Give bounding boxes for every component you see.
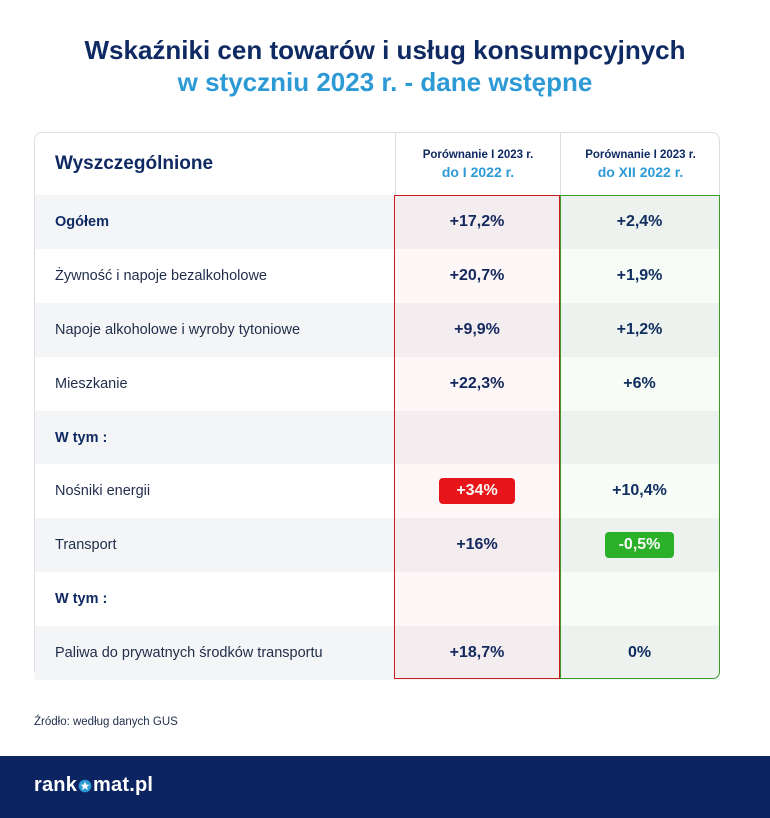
table-row: Ogółem +17,2% +2,4% [35,195,719,249]
inflation-table: Wyszczególnione Porównanie I 2023 r. do … [34,132,720,681]
header-yoy-line-1: Porównanie I 2023 r. [422,148,534,161]
table-row: Napoje alkoholowe i wyroby tytoniowe +9,… [35,302,719,357]
row-value-yoy: +18,7% [449,644,505,662]
table-header: Wyszczególnione Porównanie I 2023 r. do … [35,133,719,196]
table-body: Ogółem +17,2% +2,4% Żywność i napoje bez… [35,195,719,681]
row-label: Ogółem [55,213,109,230]
row-label: Nośniki energii [55,483,151,500]
row-label: W tym : [55,429,108,446]
row-label: Żywność i napoje bezalkoholowe [55,267,267,284]
row-value-mom: +10,4% [612,482,667,500]
table-row: Żywność i napoje bezalkoholowe +20,7% +1… [35,249,719,303]
table-row: Mieszkanie +22,3% +6% [35,357,719,411]
header-yoy-line-2: do I 2022 r. [441,163,515,180]
header-yoy: Porównanie I 2023 r. do I 2022 r. [395,133,560,195]
row-value-mom: +6% [623,374,656,392]
row-value-yoy: +17,2% [449,212,505,230]
row-value-yoy: +34% [395,464,559,518]
header-mom-line-1: Porównanie I 2023 r. [585,148,696,161]
row-label: Transport [55,537,117,554]
row-value-yoy: +16% [456,536,498,554]
row-label: Napoje alkoholowe i wyroby tytoniowe [55,321,301,338]
footer-bar: rank mat.pl [0,756,770,818]
row-value-mom: +1,9% [616,266,663,284]
row-label: Mieszkanie [55,375,128,392]
highlight-badge-green: -0,5% [604,532,675,559]
row-label: W tym : [55,591,108,608]
table-row: Nośniki energii +34% +10,4% [35,464,719,518]
row-label: Paliwa do prywatnych środków transportu [55,645,323,662]
row-value-yoy: +22,3% [449,374,505,392]
row-value-mom: +2,4% [616,212,663,230]
table-row: Paliwa do prywatnych środków transportu … [35,626,719,681]
title-line-1: Wskaźniki cen towarów i usług konsumpcyj… [84,35,686,65]
row-value-yoy: +9,9% [454,320,500,338]
page-title: Wskaźniki cen towarów i usług konsumpcyj… [0,34,770,98]
table-row: Transport +16% -0,5% [35,518,719,573]
source-note: Źródło: według danych GUS [34,716,178,728]
logo-text-left: rank [34,774,78,796]
row-value-mom: 0% [627,644,652,662]
header-category: Wyszczególnione [55,153,214,174]
logo-text-right: mat.pl [93,774,154,796]
highlight-badge-red: +34% [439,478,515,505]
table-row: W tym : [35,410,719,465]
header-mom-line-2: do XII 2022 r. [597,163,684,180]
row-value-mom: -0,5% [560,518,719,572]
table-row: W tym : [35,572,719,626]
row-value-yoy: +20,7% [449,266,505,284]
title-line-2: w styczniu 2023 r. - dane wstępne [177,67,593,97]
row-value-mom: +1,2% [616,320,663,338]
star-icon [78,779,92,792]
rankomat-logo[interactable]: rank mat.pl [34,774,153,797]
header-mom: Porównanie I 2023 r. do XII 2022 r. [560,133,720,195]
